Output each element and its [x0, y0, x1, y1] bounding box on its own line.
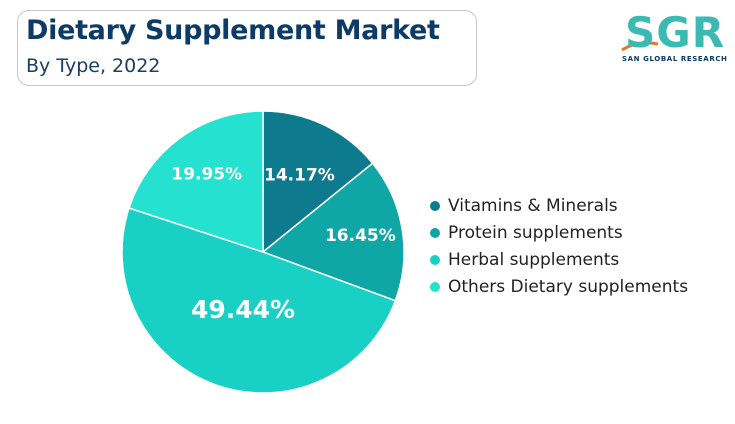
chart-subtitle: By Type, 2022: [26, 55, 161, 77]
pie-slice: [261, 162, 405, 302]
slice-data-label: 49.44%: [191, 295, 295, 324]
legend-item: Protein supplements: [430, 219, 688, 246]
slice-data-label: 14.17%: [264, 166, 335, 186]
brand-logo: SGR SAN GLOBAL RESEARCH: [620, 8, 728, 70]
pie-slice: [121, 207, 397, 394]
legend-label: Others Dietary supplements: [448, 276, 689, 297]
title-card: Dietary Supplement Market By Type, 2022: [17, 10, 477, 86]
legend-swatch-icon: [430, 227, 440, 238]
legend-label: Vitamins & Minerals: [448, 195, 618, 216]
legend-item: Others Dietary supplements: [430, 273, 688, 300]
chart-title: Dietary Supplement Market: [26, 15, 440, 46]
legend-swatch-icon: [430, 254, 440, 265]
legend-label: Protein supplements: [448, 222, 623, 243]
logo-swoosh-icon: [621, 41, 659, 52]
legend-label: Herbal supplements: [448, 249, 620, 270]
pie-slice: [128, 110, 264, 254]
slice-data-label: 16.45%: [325, 226, 396, 246]
slice-data-label: 19.95%: [171, 164, 242, 184]
logo-mark: SGR: [625, 8, 726, 57]
legend-swatch-icon: [430, 200, 440, 211]
legend-item: Vitamins & Minerals: [430, 192, 688, 219]
legend-item: Herbal supplements: [430, 246, 688, 273]
chart-legend: Vitamins & Minerals Protein supplements He…: [430, 192, 688, 300]
logo-tagline: SAN GLOBAL RESEARCH: [622, 55, 728, 63]
pie-slice: [262, 110, 374, 254]
legend-swatch-icon: [430, 281, 440, 292]
